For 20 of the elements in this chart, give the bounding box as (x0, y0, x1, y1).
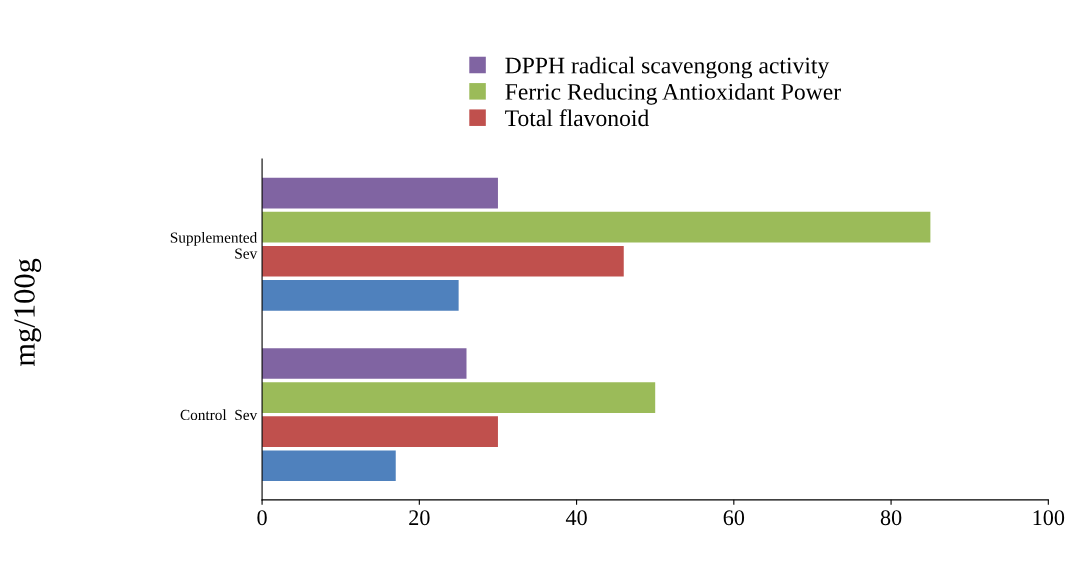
y-tick-label: Supplemented Sev (170, 232, 258, 259)
y-tick-label: Control Sev (180, 409, 258, 421)
x-tick-label: 80 (880, 510, 902, 526)
x-tick-label: 100 (1033, 510, 1065, 526)
bar (262, 450, 396, 482)
y-axis-title: mg/100g (14, 258, 42, 367)
bar (262, 416, 498, 448)
x-tick-label: 0 (257, 510, 267, 526)
bar (262, 348, 467, 379)
bar (262, 280, 459, 311)
bar (262, 177, 498, 209)
legend-label: DPPH radical scavengong activity (505, 56, 830, 79)
legend-label: Ferric Reducing Antioxidant Power (505, 83, 841, 105)
bar (262, 382, 656, 413)
bar (262, 211, 931, 243)
legend-label: Total flavonoid (505, 109, 649, 127)
bar (262, 245, 624, 277)
x-tick-label: 20 (409, 510, 430, 526)
x-tick-label: 40 (565, 510, 587, 526)
x-tick-label: 60 (723, 510, 745, 526)
